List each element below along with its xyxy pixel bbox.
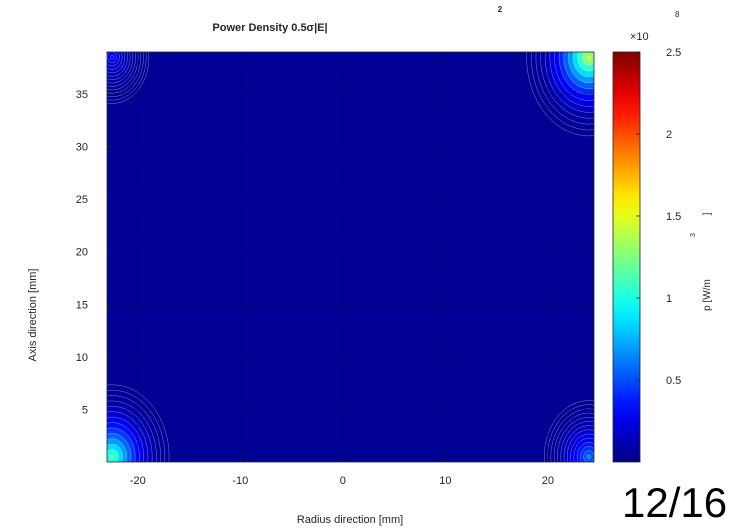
x-axis-label: Radius direction [mm] <box>297 514 403 526</box>
x-tick-label: 0 <box>340 475 346 487</box>
colorbar-exponent-power: 8 <box>675 10 680 19</box>
x-tick-label: -10 <box>232 475 248 487</box>
y-axis-label: Axis direction [mm] <box>27 269 39 362</box>
y-tick-label: 25 <box>76 194 88 206</box>
hotspot-contour <box>109 55 115 60</box>
colorbar-frame <box>612 51 641 463</box>
x-tick-label: -20 <box>130 475 146 487</box>
x-tick-label: 20 <box>542 475 554 487</box>
colorbar-tick-label: 1 <box>666 293 672 305</box>
slide-page-number: 12/16 <box>622 479 728 526</box>
hotspot-contour <box>586 454 592 459</box>
hotspot-contour <box>109 454 115 459</box>
colorbar-label: p [W/m <box>702 279 713 311</box>
x-axis-ticks: -20 -10 0 10 20 <box>130 458 554 487</box>
colorbar-tick-label: 2 <box>666 129 672 141</box>
colorbar-label-group: p [W/m 3 ] <box>690 212 713 310</box>
colorbar-exponent-base: ×10 <box>630 31 649 43</box>
colorbar-gradient <box>613 52 640 462</box>
hotspot-1 <box>526 52 594 137</box>
y-tick-label: 35 <box>76 89 88 101</box>
colorbar-tick-label: 0.5 <box>666 375 681 387</box>
hotspot-layer <box>107 52 594 462</box>
chart-title: Power Density 0.5σ|E| <box>212 22 327 34</box>
chart-title-superscript: 2 <box>498 5 503 14</box>
plot-background <box>107 52 594 462</box>
hotspot-contour <box>586 55 592 60</box>
colorbar-ticks: 0.5 1 1.5 2 2.5 <box>636 47 681 387</box>
y-tick-label: 15 <box>76 299 88 311</box>
hotspot-4 <box>107 52 150 104</box>
y-tick-label: 20 <box>76 247 88 259</box>
colorbar-tick-label: 1.5 <box>666 211 681 223</box>
colorbar-label-superscript: 3 <box>690 233 697 237</box>
colorbar-tick-label: 2.5 <box>666 47 681 59</box>
y-tick-label: 10 <box>76 352 88 364</box>
y-tick-label: 5 <box>82 404 88 416</box>
x-tick-label: 10 <box>439 475 451 487</box>
colorbar: 0.5 1 1.5 2 2.5 <box>612 47 681 463</box>
svg-text:p [W/m: p [W/m <box>702 279 713 311</box>
y-axis-ticks: 5 10 15 20 25 30 35 <box>76 89 111 416</box>
hotspot-2 <box>107 384 170 462</box>
plot-area <box>106 51 595 463</box>
plot-frame <box>106 51 595 463</box>
y-tick-label: 30 <box>76 142 88 154</box>
hotspot-3 <box>544 400 594 462</box>
grid-layer <box>107 52 594 462</box>
colorbar-label-suffix: ] <box>702 212 713 215</box>
